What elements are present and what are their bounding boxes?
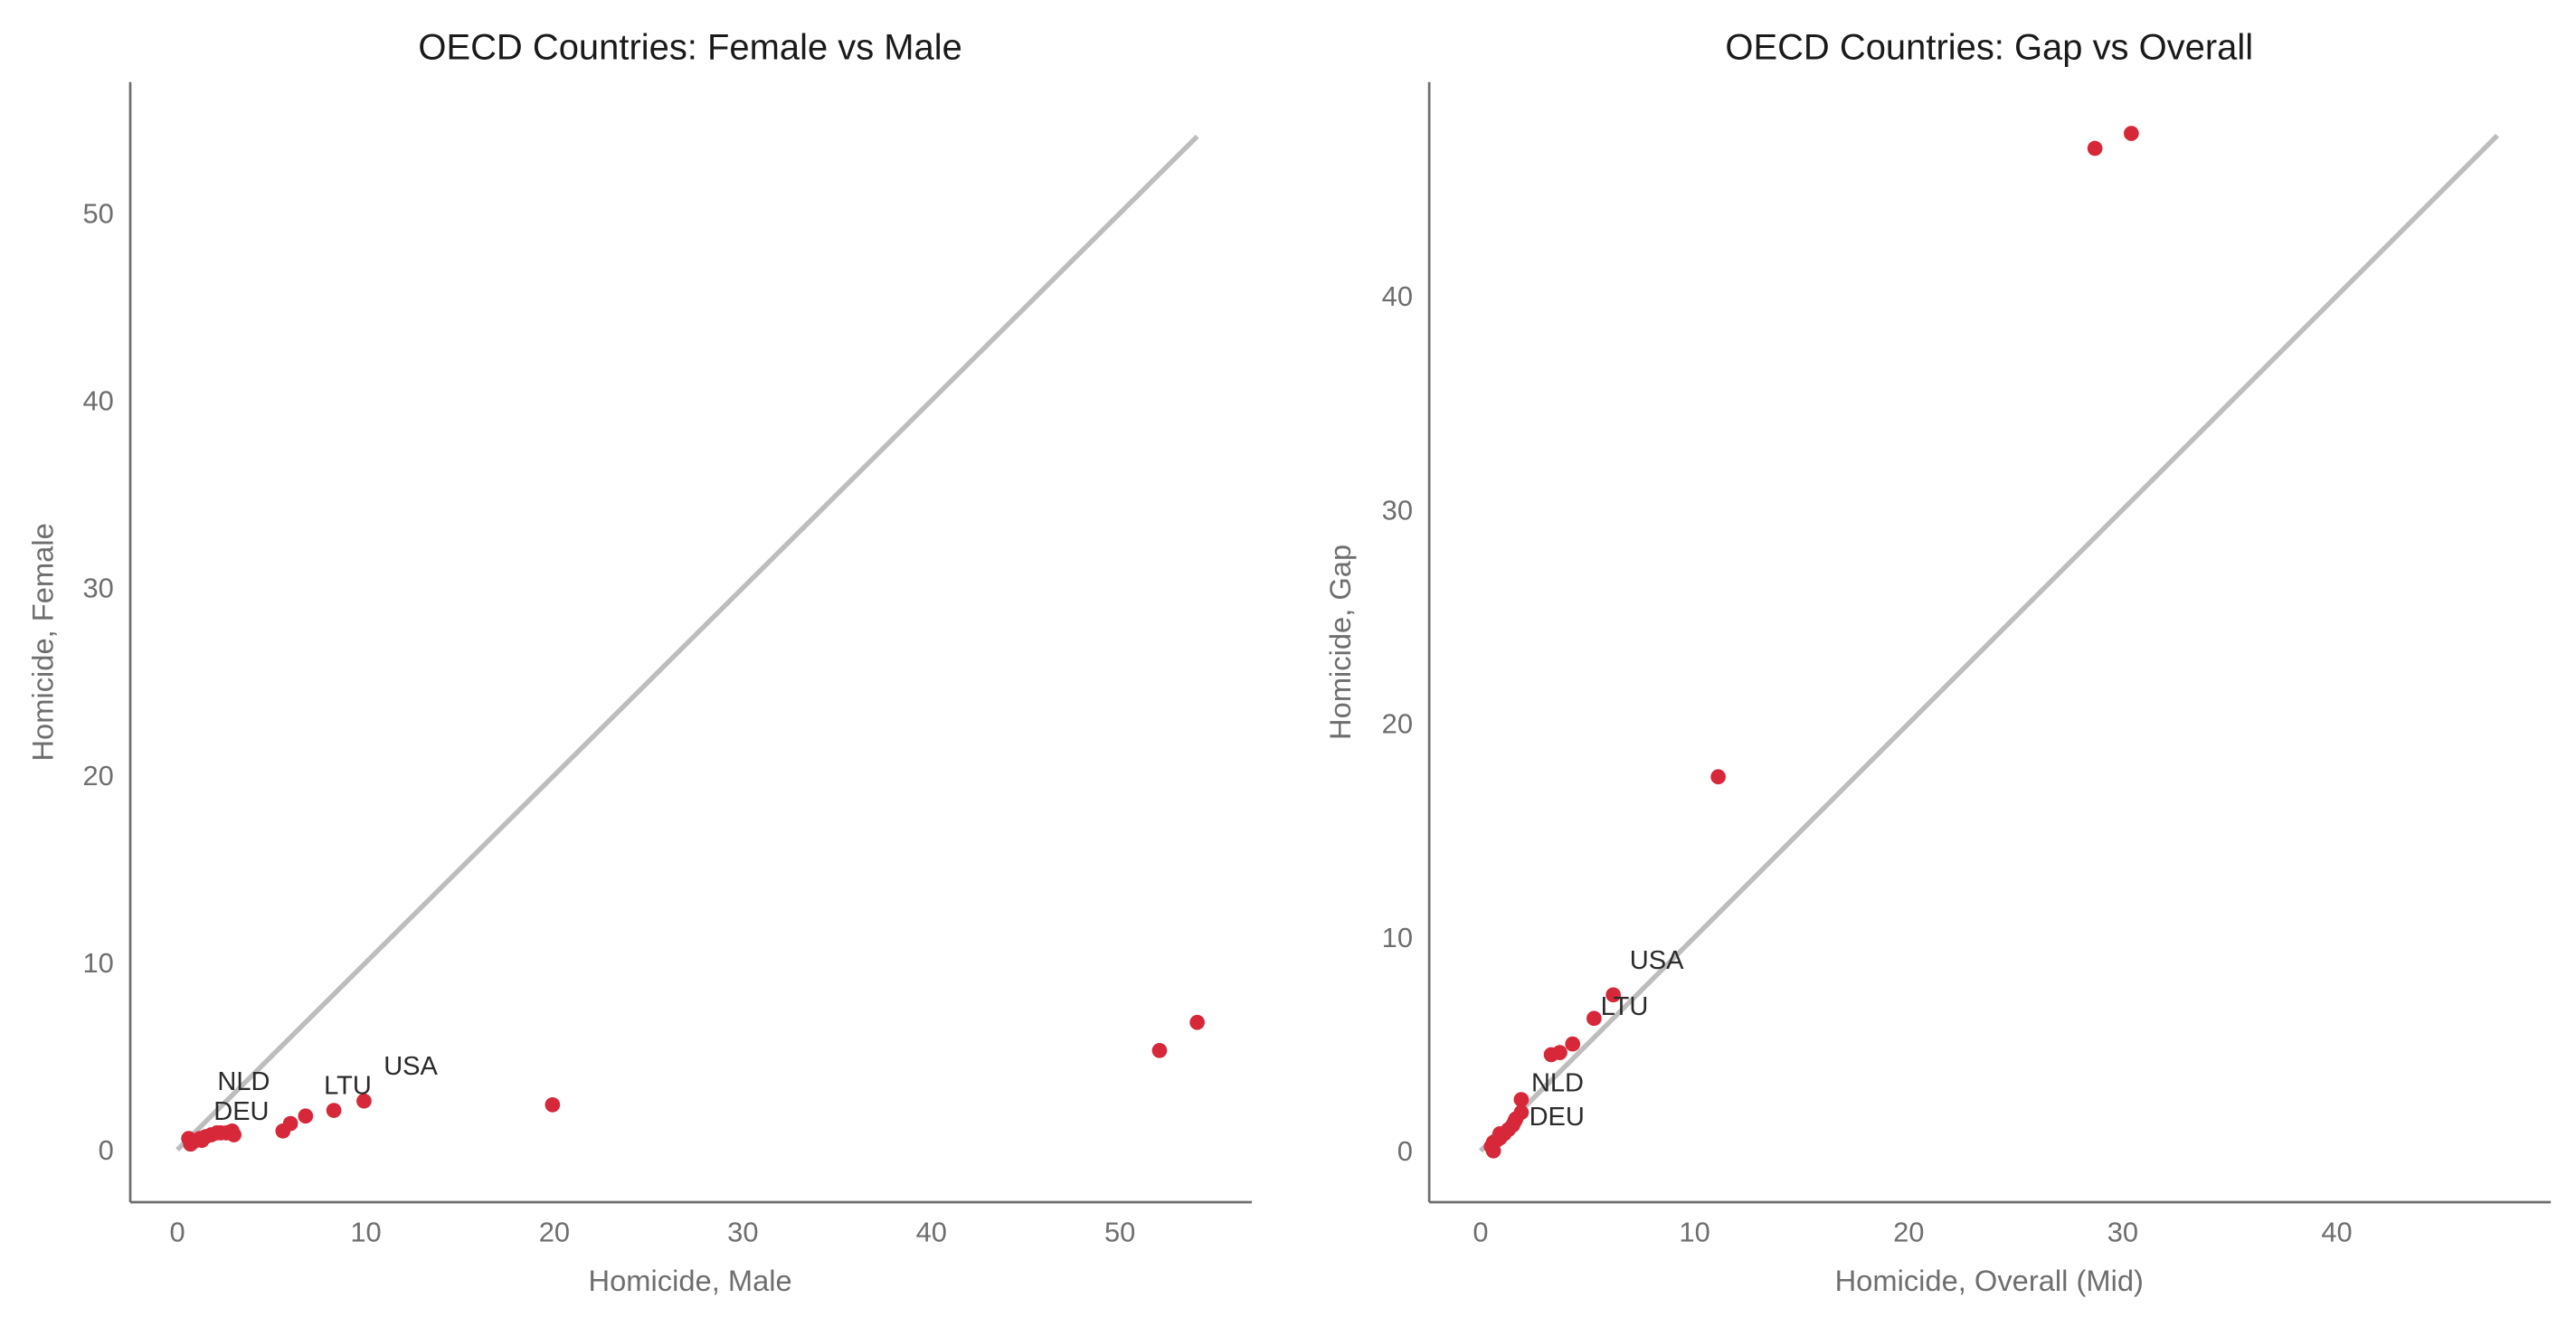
data-point: [1586, 1010, 1602, 1027]
data-point: [326, 1103, 342, 1118]
x-tick-label: 0: [170, 1217, 185, 1248]
y-tick-label: 0: [99, 1134, 114, 1166]
data-point: [1565, 1036, 1581, 1052]
y-axis-label: Homicide, Gap: [1323, 545, 1357, 740]
point-label: NLD: [217, 1067, 270, 1096]
y-axis-label: Homicide, Female: [26, 523, 60, 761]
x-tick-label: 20: [1893, 1217, 1924, 1248]
data-point: [1513, 1092, 1530, 1107]
x-axis-label: Homicide, Male: [589, 1264, 792, 1297]
x-tick-label: 0: [1473, 1217, 1488, 1248]
point-label: USA: [1630, 946, 1684, 975]
y-tick-label: 30: [1382, 494, 1413, 526]
data-point: [181, 1131, 196, 1146]
point-label: NLD: [1531, 1069, 1584, 1098]
data-point: [275, 1123, 291, 1139]
x-tick-label: 50: [1104, 1217, 1135, 1248]
y-tick-label: 20: [83, 760, 114, 791]
x-axis-label: Homicide, Overall (Mid): [1835, 1264, 2144, 1297]
chart-title: OECD Countries: Gap vs Overall: [1725, 27, 2253, 67]
data-point: [1605, 987, 1622, 1003]
panel-female-vs-male: OECD Countries: Female vs Male Homicide,…: [26, 27, 1253, 1297]
x-tick-label: 40: [916, 1217, 947, 1248]
y-tick-label: 20: [1382, 708, 1413, 740]
point-label: USA: [384, 1052, 438, 1081]
y-tick-label: 10: [1382, 922, 1413, 953]
y-tick-label: 40: [1382, 280, 1413, 312]
chart-title: OECD Countries: Female vs Male: [418, 27, 961, 67]
data-point: [1485, 1142, 1501, 1159]
reference-line: [1479, 133, 2499, 1153]
data-point: [356, 1093, 372, 1109]
x-tick-label: 10: [350, 1217, 381, 1248]
x-tick-label: 40: [2321, 1217, 2352, 1248]
data-point: [545, 1096, 561, 1113]
x-tick-label: 20: [539, 1217, 570, 1248]
point-label: DEU: [213, 1097, 269, 1126]
data-point: [298, 1108, 314, 1124]
y-tick-label: 0: [1397, 1135, 1413, 1167]
data-point: [2087, 140, 2103, 156]
y-tick-label: 40: [83, 385, 114, 417]
x-tick-label: 10: [1679, 1217, 1709, 1248]
data-point: [1189, 1014, 1205, 1030]
x-tick-label: 30: [2107, 1217, 2138, 1248]
point-label: LTU: [1601, 992, 1649, 1021]
x-tick-label: 30: [727, 1217, 758, 1248]
point-label: LTU: [324, 1071, 372, 1100]
data-point: [2124, 126, 2139, 141]
data-point: [1151, 1042, 1168, 1058]
y-tick-label: 10: [83, 947, 114, 979]
reference-line: [175, 134, 1199, 1152]
panel-gap-vs-overall: OECD Countries: Gap vs Overall Homicide,…: [1323, 27, 2552, 1297]
y-tick-label: 50: [83, 198, 114, 230]
data-point: [1710, 769, 1726, 785]
y-tick-label: 30: [83, 573, 114, 604]
point-label: DEU: [1530, 1103, 1585, 1132]
data-point: [1543, 1047, 1559, 1063]
